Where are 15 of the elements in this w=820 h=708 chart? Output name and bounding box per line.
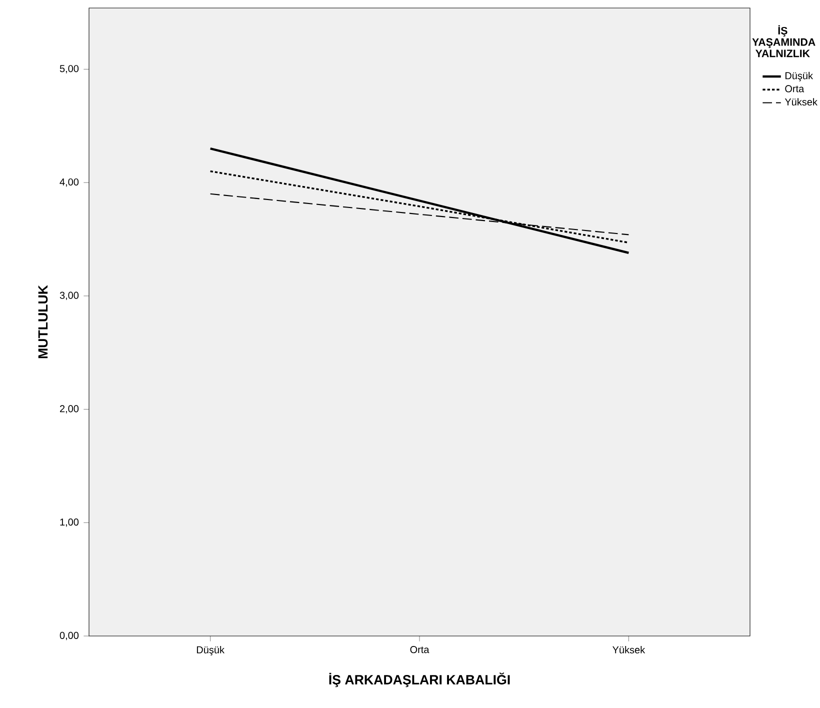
legend-title: İŞ YAŞAMINDA YALNIZLIK — [752, 25, 816, 58]
y-tick-label: 3,00 — [60, 292, 79, 300]
y-tick-label: 2,00 — [60, 405, 79, 414]
legend-label: Düşük — [785, 72, 814, 82]
x-axis-title: İŞ ARKADAŞLARI KABALIĞI — [329, 672, 510, 688]
y-tick-label: 0,00 — [60, 632, 79, 640]
x-tick-label: Yüksek — [612, 646, 646, 654]
x-tick-label: Orta — [410, 646, 430, 654]
y-tick-label: 4,00 — [60, 178, 79, 187]
legend-label: Yüksek — [784, 98, 818, 106]
legend-label: Orta — [785, 85, 804, 92]
y-tick-label: 5,00 — [60, 65, 79, 74]
x-tick-label: Düşük — [196, 646, 225, 656]
y-axis-title: MUTLULUK — [38, 285, 48, 358]
y-tick-label: 1,00 — [60, 518, 79, 527]
